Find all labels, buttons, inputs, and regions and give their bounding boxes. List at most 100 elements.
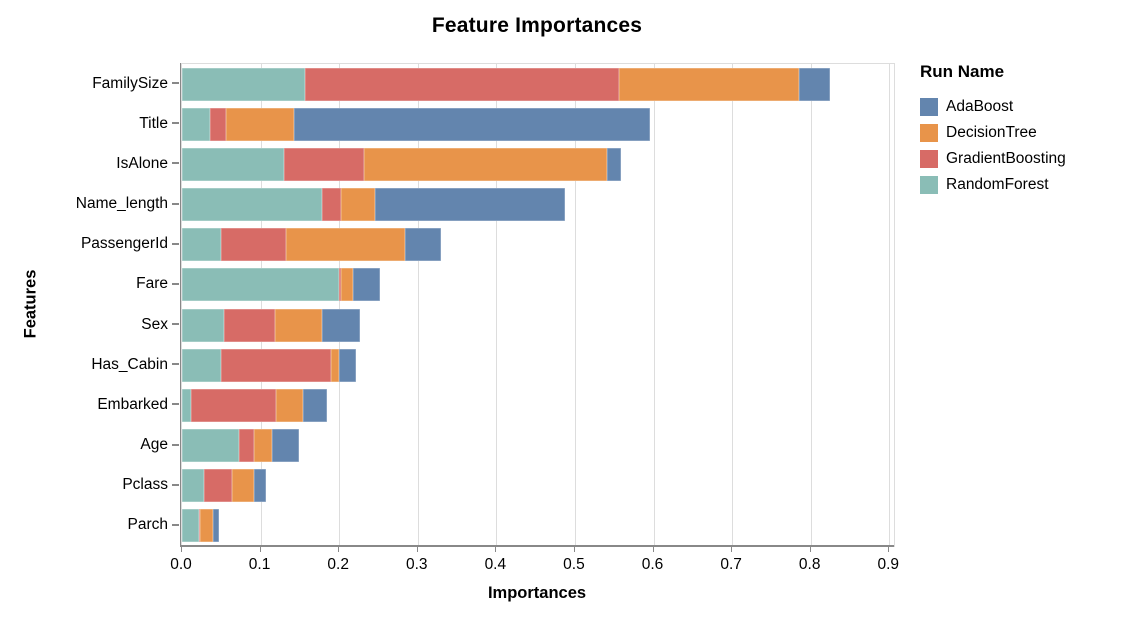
bar-row-name_length bbox=[182, 188, 565, 222]
bar-segment-randomforest-has_cabin[interactable] bbox=[182, 348, 222, 382]
x-tick-mark-0.0 bbox=[181, 546, 182, 552]
bar-segment-adaboost-isalone[interactable] bbox=[607, 147, 621, 181]
y-tick-label-name_length: Name_length bbox=[75, 195, 168, 213]
bar-segment-randomforest-fare[interactable] bbox=[182, 268, 340, 302]
bar-segment-randomforest-isalone[interactable] bbox=[182, 147, 285, 181]
x-axis-title: Importances bbox=[487, 584, 587, 602]
bar-segment-adaboost-passengerid[interactable] bbox=[405, 228, 442, 262]
x-tick-mark-0.8 bbox=[809, 546, 811, 552]
bar-row-familysize bbox=[182, 67, 831, 101]
y-tick-mark bbox=[172, 523, 179, 526]
bar-segment-adaboost-embarked[interactable] bbox=[303, 388, 328, 422]
bar-segment-gradientboosting-passengerid[interactable] bbox=[221, 228, 286, 262]
x-tick-label-0.2: 0.2 bbox=[327, 556, 349, 573]
gridline-x-0.1 bbox=[260, 64, 262, 546]
legend-label-gradientboosting: GradientBoosting bbox=[946, 150, 1066, 167]
bar-segment-decisiontree-age[interactable] bbox=[253, 429, 272, 463]
legend-entry-gradientboosting[interactable]: GradientBoosting bbox=[920, 146, 1066, 172]
bar-segment-randomforest-name_length[interactable] bbox=[182, 188, 322, 222]
y-axis-domain-line bbox=[180, 63, 181, 546]
bar-segment-gradientboosting-parch[interactable] bbox=[198, 509, 201, 543]
bar-segment-gradientboosting-fare[interactable] bbox=[339, 268, 341, 302]
legend-label-decisiontree: DecisionTree bbox=[946, 124, 1037, 141]
bar-segment-gradientboosting-sex[interactable] bbox=[224, 308, 275, 342]
bar-row-title bbox=[182, 107, 651, 141]
bar-row-isalone bbox=[182, 147, 621, 181]
y-tick-mark bbox=[172, 122, 179, 125]
bar-segment-randomforest-age[interactable] bbox=[182, 429, 240, 463]
bar-row-passengerid bbox=[182, 228, 442, 262]
bar-segment-gradientboosting-has_cabin[interactable] bbox=[221, 348, 332, 382]
y-tick-mark bbox=[172, 363, 179, 366]
x-axis-domain-line bbox=[180, 545, 894, 547]
bar-segment-decisiontree-passengerid[interactable] bbox=[285, 228, 406, 262]
bar-segment-randomforest-parch[interactable] bbox=[182, 509, 199, 543]
bar-segment-gradientboosting-embarked[interactable] bbox=[191, 388, 277, 422]
bar-segment-adaboost-has_cabin[interactable] bbox=[339, 348, 356, 382]
bar-segment-decisiontree-name_length[interactable] bbox=[340, 188, 375, 222]
bar-segment-adaboost-parch[interactable] bbox=[212, 509, 219, 543]
y-tick-label-familysize: FamilySize bbox=[92, 74, 168, 92]
bar-row-age bbox=[182, 429, 300, 463]
bar-segment-decisiontree-sex[interactable] bbox=[274, 308, 322, 342]
gridline-x-0.3 bbox=[417, 64, 419, 546]
legend-swatch-adaboost bbox=[920, 98, 938, 116]
bar-segment-decisiontree-has_cabin[interactable] bbox=[331, 348, 340, 382]
bar-segment-decisiontree-title[interactable] bbox=[226, 107, 294, 141]
x-tick-label-0.0: 0.0 bbox=[170, 556, 192, 573]
y-tick-label-age: Age bbox=[140, 436, 168, 454]
x-tick-mark-0.2 bbox=[338, 546, 340, 552]
plot-area bbox=[181, 63, 895, 547]
gridline-x-0.2 bbox=[339, 64, 341, 546]
bar-segment-gradientboosting-pclass[interactable] bbox=[204, 469, 232, 503]
bar-segment-decisiontree-parch[interactable] bbox=[200, 509, 213, 543]
y-tick-label-parch: Parch bbox=[127, 516, 169, 534]
y-tick-label-fare: Fare bbox=[136, 275, 168, 293]
bar-segment-randomforest-sex[interactable] bbox=[182, 308, 225, 342]
bar-segment-randomforest-pclass[interactable] bbox=[182, 469, 204, 503]
bar-segment-gradientboosting-name_length[interactable] bbox=[321, 188, 341, 222]
x-tick-label-0.8: 0.8 bbox=[798, 556, 821, 573]
bar-segment-adaboost-sex[interactable] bbox=[321, 308, 360, 342]
x-tick-mark-0.1 bbox=[259, 546, 261, 552]
bar-segment-decisiontree-familysize[interactable] bbox=[618, 67, 799, 101]
bar-segment-gradientboosting-age[interactable] bbox=[239, 429, 254, 463]
bar-segment-decisiontree-embarked[interactable] bbox=[276, 388, 303, 422]
bar-segment-decisiontree-isalone[interactable] bbox=[364, 147, 608, 181]
x-tick-label-0.9: 0.9 bbox=[877, 556, 900, 573]
bar-segment-randomforest-title[interactable] bbox=[182, 107, 210, 141]
bar-segment-randomforest-familysize[interactable] bbox=[182, 67, 305, 101]
legend-swatch-gradientboosting bbox=[920, 150, 938, 168]
legend-entry-decisiontree[interactable]: DecisionTree bbox=[920, 120, 1066, 146]
y-tick-mark bbox=[172, 443, 179, 446]
x-tick-label-0.6: 0.6 bbox=[641, 556, 664, 573]
bar-segment-adaboost-fare[interactable] bbox=[353, 268, 381, 302]
bar-segment-gradientboosting-title[interactable] bbox=[209, 107, 226, 141]
legend-entry-adaboost[interactable]: AdaBoost bbox=[920, 94, 1066, 120]
bar-segment-gradientboosting-familysize[interactable] bbox=[304, 67, 619, 101]
x-tick-label-0.1: 0.1 bbox=[248, 556, 271, 573]
bar-segment-adaboost-name_length[interactable] bbox=[374, 188, 565, 222]
y-tick-label-title: Title bbox=[139, 114, 168, 132]
legend-entry-randomforest[interactable]: RandomForest bbox=[920, 172, 1066, 198]
gridline-x-0.8 bbox=[810, 64, 812, 546]
bar-row-fare bbox=[182, 268, 381, 302]
bar-segment-adaboost-familysize[interactable] bbox=[798, 67, 831, 101]
x-tick-mark-0.4 bbox=[495, 546, 497, 552]
bar-row-has_cabin bbox=[182, 348, 356, 382]
x-tick-label-0.3: 0.3 bbox=[405, 556, 428, 573]
bar-segment-adaboost-pclass[interactable] bbox=[253, 469, 267, 503]
bar-segment-decisiontree-fare[interactable] bbox=[340, 268, 354, 302]
bar-segment-randomforest-embarked[interactable] bbox=[182, 388, 192, 422]
y-tick-label-has_cabin: Has_Cabin bbox=[91, 355, 168, 373]
bar-segment-randomforest-passengerid[interactable] bbox=[182, 228, 222, 262]
gridline-x-0.9 bbox=[889, 64, 891, 546]
y-tick-mark bbox=[172, 282, 179, 285]
x-tick-mark-0.9 bbox=[888, 546, 890, 552]
x-tick-mark-0.5 bbox=[573, 546, 575, 552]
bar-segment-adaboost-title[interactable] bbox=[293, 107, 651, 141]
bar-segment-decisiontree-pclass[interactable] bbox=[231, 469, 254, 503]
bar-segment-adaboost-age[interactable] bbox=[271, 429, 300, 463]
bar-segment-gradientboosting-isalone[interactable] bbox=[284, 147, 365, 181]
gridline-x-0.6 bbox=[653, 64, 655, 546]
